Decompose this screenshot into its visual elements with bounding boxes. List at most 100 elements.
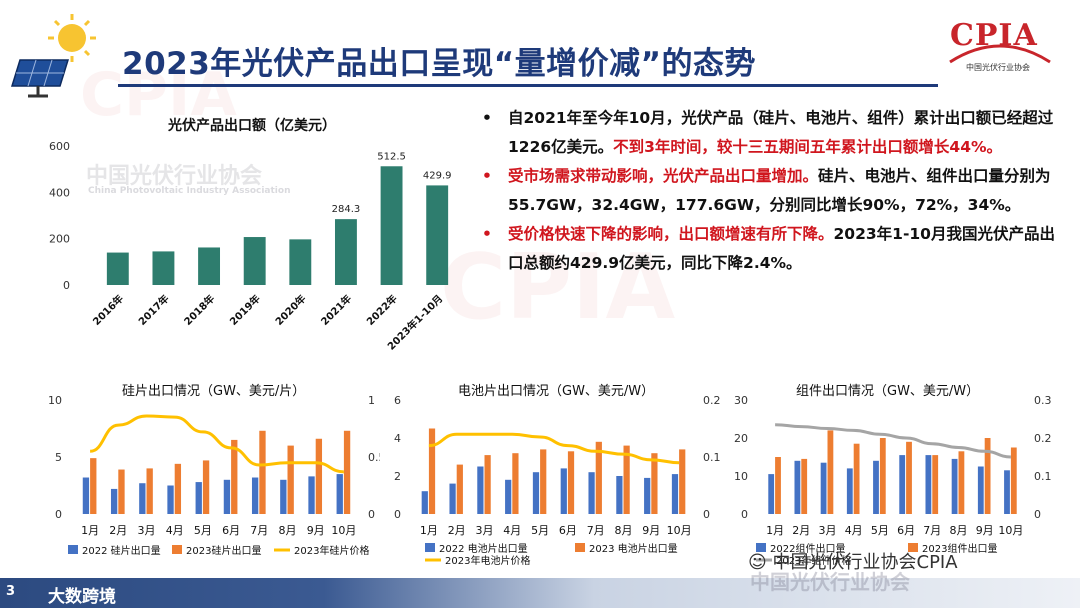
bullet-item: • 受市场需求带动影响，光伏产品出口量增加。硅片、电池片、组件出口量分别为55.… xyxy=(478,162,1068,220)
x-tick-label: 1月 xyxy=(420,524,438,537)
bar xyxy=(801,458,808,514)
bar xyxy=(308,476,315,514)
x-tick-label: 9月 xyxy=(976,524,994,537)
x-tick-label: 1月 xyxy=(766,524,784,537)
price-line xyxy=(428,432,680,465)
bar xyxy=(567,451,575,514)
bar xyxy=(540,449,547,514)
y-left-tick: 0 xyxy=(741,508,748,521)
bar xyxy=(616,476,623,514)
x-tick-label: 6月 xyxy=(897,524,915,537)
bullet-list: • 自2021年至今年10月，光伏产品（硅片、电池片、组件）累计出口额已经超过1… xyxy=(478,104,1068,278)
bar xyxy=(231,439,238,514)
legend-label: 2023 电池片出口量 xyxy=(589,542,678,555)
x-tick-label: 7月 xyxy=(587,524,605,537)
bar xyxy=(532,472,540,514)
bar xyxy=(651,453,658,514)
y-right-tick: 0.3 xyxy=(1034,394,1052,407)
bar xyxy=(287,445,294,514)
x-tick-label: 8月 xyxy=(950,524,968,537)
x-tick-label: 10月 xyxy=(331,524,356,537)
bar xyxy=(958,451,965,514)
bar xyxy=(202,460,210,514)
y-right-tick: 0 xyxy=(368,508,375,521)
y-right-tick: 0 xyxy=(703,508,710,521)
y-left-tick: 5 xyxy=(55,451,62,464)
bullet-dot: • xyxy=(482,167,492,185)
y-left-tick: 10 xyxy=(734,470,748,483)
legend-label: 2022组件出口量 xyxy=(770,542,845,555)
bar xyxy=(477,466,484,514)
x-tick-label: 2月 xyxy=(109,524,127,537)
bar xyxy=(560,468,567,514)
bar xyxy=(289,239,312,285)
bar xyxy=(456,464,463,514)
y-tick-label: 0 xyxy=(63,279,70,292)
bar xyxy=(679,449,686,514)
x-tick-label: 2021年 xyxy=(318,292,354,328)
bar xyxy=(152,251,175,285)
cell-chart-title: 电池片出口情况（GW、美元/W） xyxy=(458,384,655,399)
y-left-tick: 30 xyxy=(734,394,748,407)
bar xyxy=(906,441,912,514)
page-title: 2023年光伏产品出口呈现“量增价减”的态势 xyxy=(122,46,757,82)
legend-swatch xyxy=(908,543,918,552)
bar xyxy=(315,438,323,514)
bar xyxy=(484,455,491,514)
bar xyxy=(873,460,879,514)
bullet-text: 2023年1-10月我国光伏产品出口总额约429.9亿美元，同比下降2.4%。 xyxy=(508,225,1055,272)
cell-export-chart: 0 2 4 6 0 0.1 0.2 1月 2月 3月 4月 5月 6月 7月 8月 9月 10月 2022 电池片… xyxy=(394,394,721,567)
wechat-account-text: 中国光伏行业协会CPIA xyxy=(772,552,958,573)
x-tick-label: 2016年 xyxy=(90,292,126,328)
x-tick-label: 10月 xyxy=(998,524,1023,537)
legend-swatch xyxy=(575,543,585,552)
bar xyxy=(90,458,97,514)
bar xyxy=(174,463,182,514)
x-tick-label: 3月 xyxy=(476,524,494,537)
bar xyxy=(794,460,801,514)
wafer-chart-title: 硅片出口情况（GW、美元/片） xyxy=(122,384,306,399)
watermark-cpia-center: CPIA xyxy=(440,235,676,340)
watermark-bottom: 中国光伏行业协会 xyxy=(750,570,910,594)
bar xyxy=(139,483,146,514)
x-tick-label: 3月 xyxy=(138,524,156,537)
x-tick-label: 5月 xyxy=(871,524,889,537)
x-tick-label: 7月 xyxy=(923,524,941,537)
watermark-text: 中国光伏行业协会 xyxy=(86,164,263,189)
bar xyxy=(932,455,939,514)
bar xyxy=(775,457,781,514)
bar xyxy=(280,479,287,514)
x-tick-label: 4月 xyxy=(845,524,863,537)
wechat-account-label: ☺ 中国光伏行业协会CPIA xyxy=(748,548,958,574)
y-right-tick: 0.2 xyxy=(1034,432,1052,445)
bar xyxy=(106,252,129,285)
x-tick-label: 3月 xyxy=(819,524,837,537)
bar xyxy=(671,474,679,514)
y-left-tick: 20 xyxy=(734,432,748,445)
legend-swatch xyxy=(425,543,435,552)
bar xyxy=(251,477,259,514)
bar xyxy=(259,430,266,514)
bullet-text: 硅片、电池片、组件出口量分别为55.7GW，32.4GW，177.6GW，分别同… xyxy=(508,167,1051,214)
x-tick-label: 5月 xyxy=(531,524,549,537)
solar-panel-icon xyxy=(10,14,96,98)
bar xyxy=(243,237,266,285)
data-label: 429.9 xyxy=(423,170,452,181)
legend-label: 2022 电池片出口量 xyxy=(439,542,528,555)
x-tick-label: 10月 xyxy=(667,524,692,537)
y-right-tick: 0 xyxy=(1034,508,1041,521)
page-number: 3 xyxy=(6,584,16,599)
x-tick-label: 4月 xyxy=(503,524,521,537)
bar xyxy=(984,438,991,514)
bar xyxy=(82,477,90,514)
bar xyxy=(588,472,595,514)
y-tick-label: 200 xyxy=(49,233,70,246)
legend-label: 2023年电池片价格 xyxy=(445,554,530,567)
x-tick-label: 2022年 xyxy=(364,292,400,328)
y-tick-label: 400 xyxy=(49,186,70,199)
wechat-icon: ☺ xyxy=(748,552,773,573)
bar xyxy=(223,479,231,514)
x-tick-label: 2月 xyxy=(792,524,810,537)
bar xyxy=(110,488,118,514)
bar xyxy=(1004,470,1010,514)
